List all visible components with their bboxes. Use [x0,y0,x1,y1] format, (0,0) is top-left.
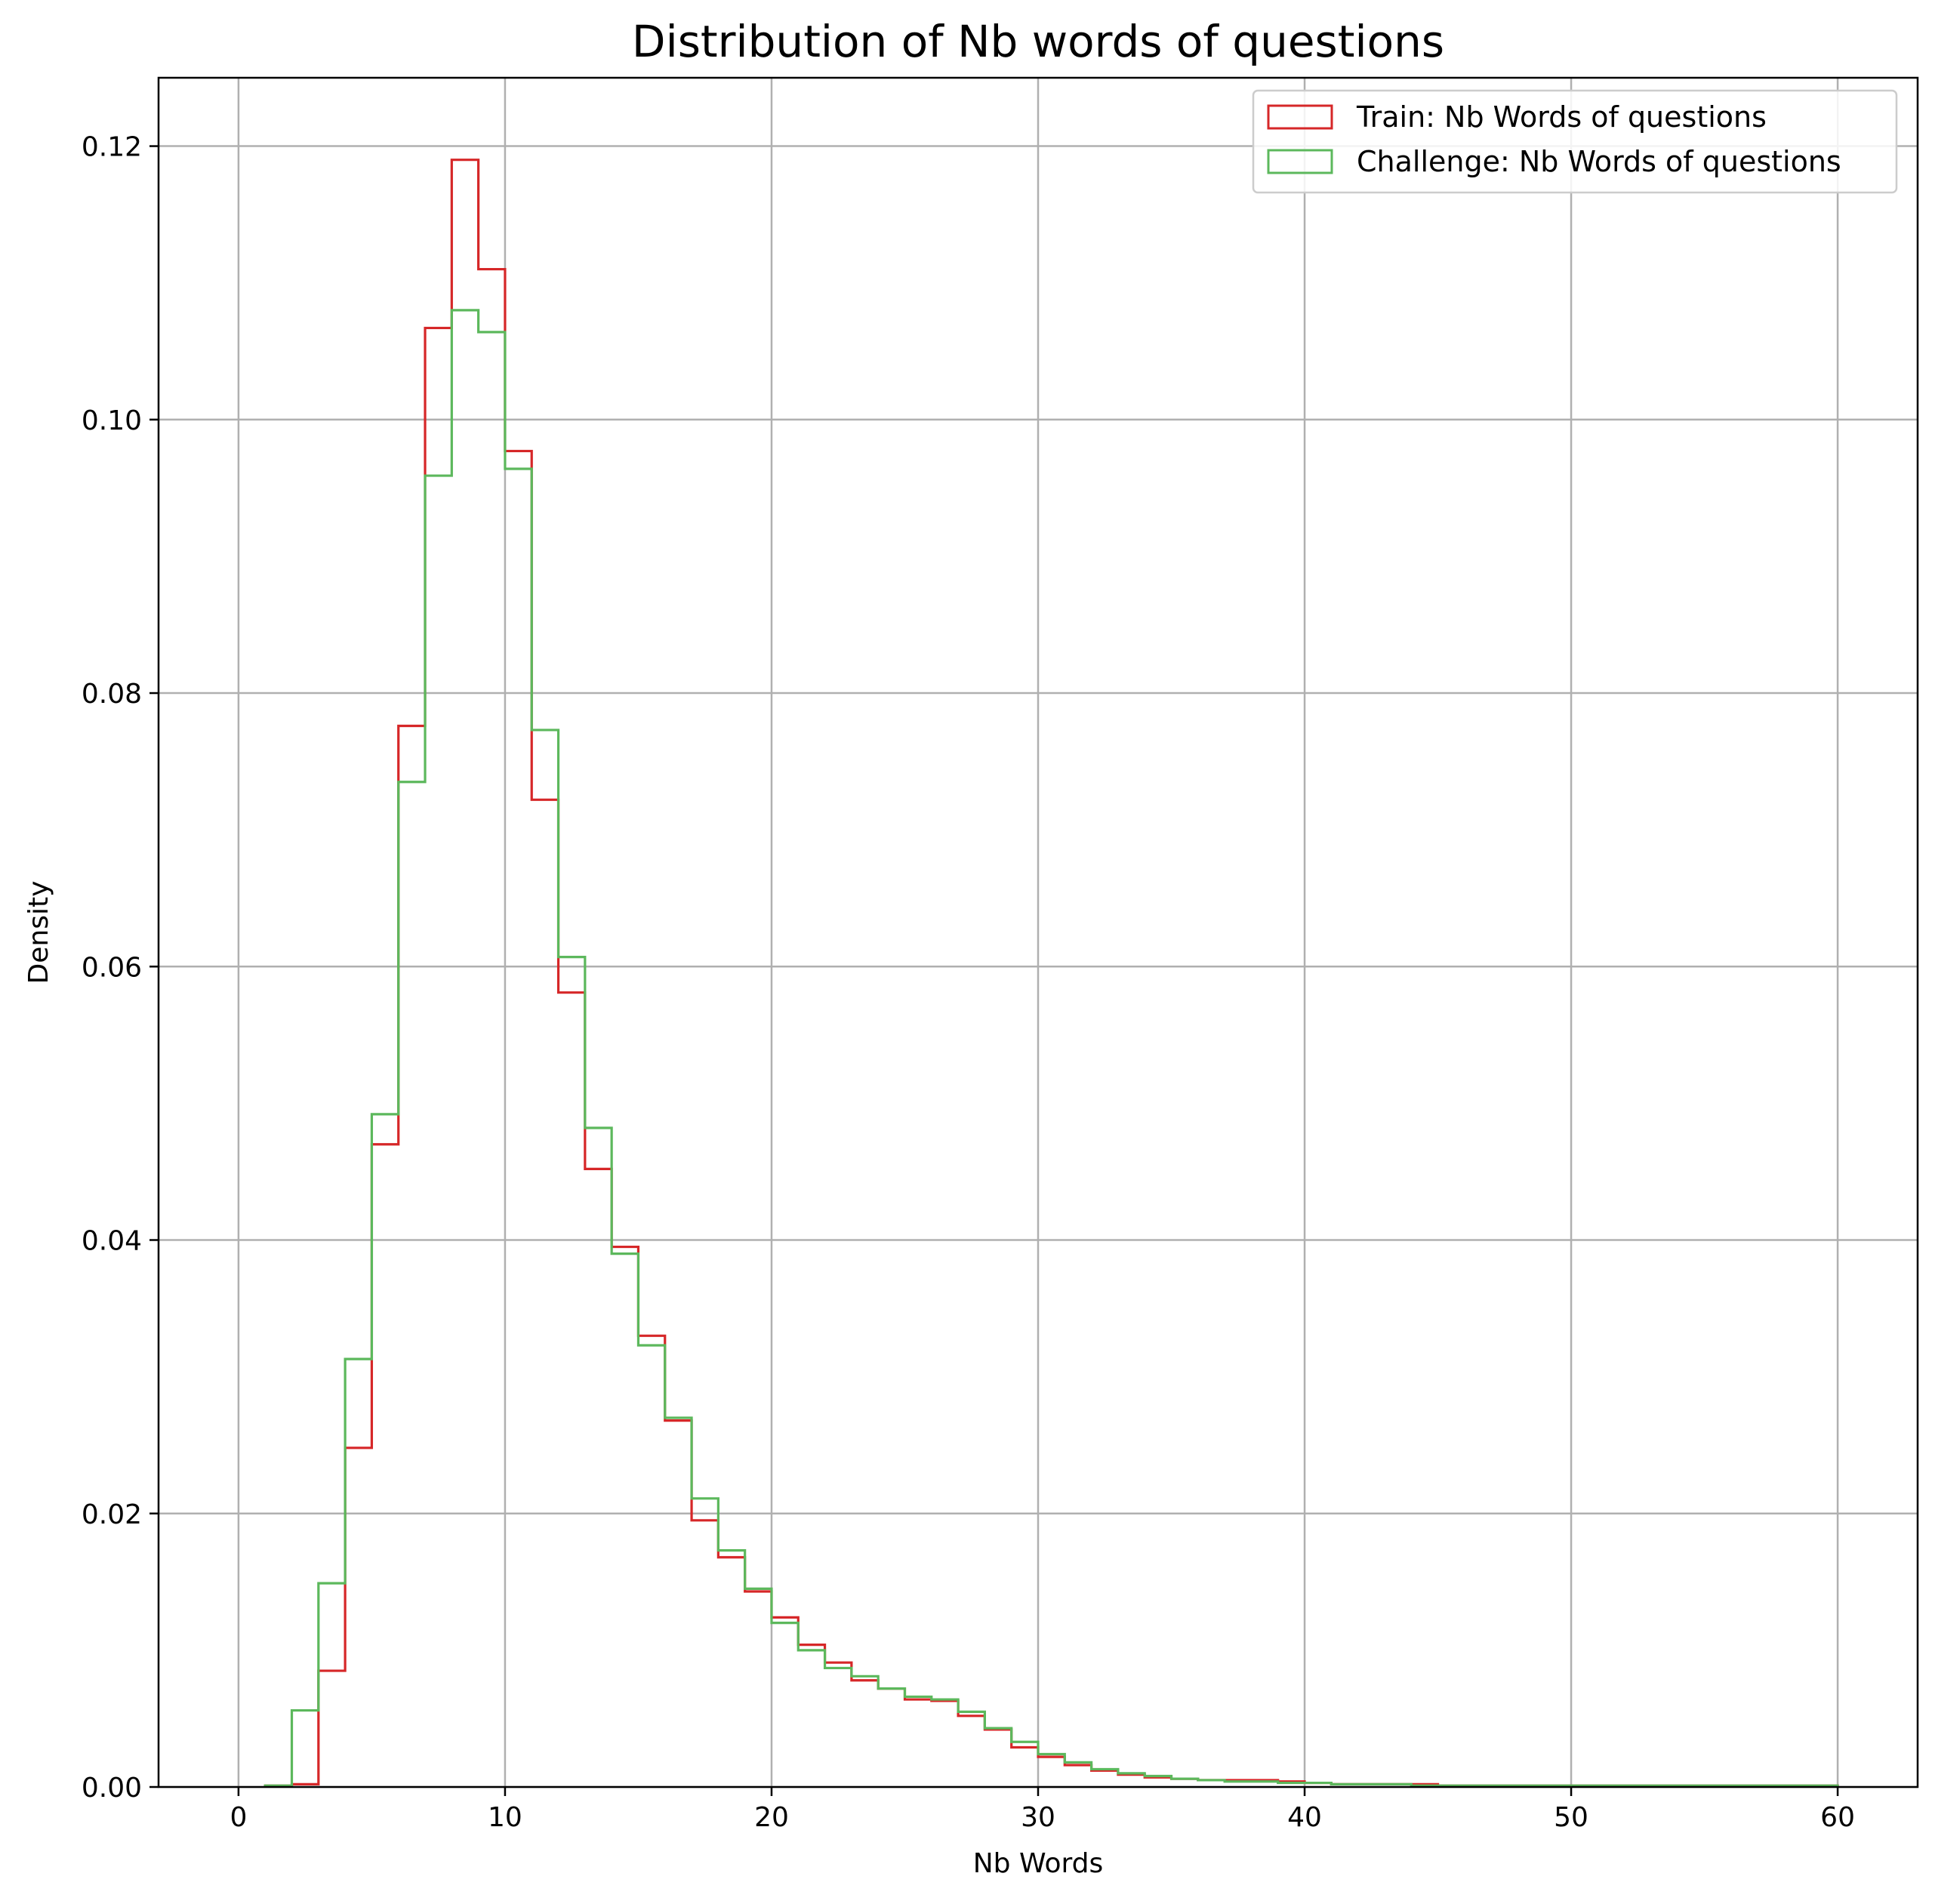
y-tick-label: 0.06 [82,952,142,983]
y-tick-label: 0.10 [82,405,142,436]
legend-box [1252,89,1898,194]
x-tick-label: 10 [488,1802,522,1833]
grid-lines [159,78,1918,1788]
y-tick-label: 0.08 [82,679,142,710]
y-tick-label: 0.00 [82,1773,142,1804]
y-tick-label: 0.04 [82,1226,142,1257]
legend: Train: Nb Words of questions Challenge: … [1252,89,1898,194]
x-tick-label: 50 [1554,1802,1588,1833]
chart-title: Distribution of Nb words of questions [632,16,1444,67]
y-tick-label: 0.02 [82,1499,142,1530]
x-tick-label: 30 [1021,1802,1055,1833]
legend-label-train: Train: Nb Words of questions [1356,100,1767,134]
x-tick-label: 60 [1820,1802,1855,1833]
y-tick-label: 0.12 [82,132,142,163]
histogram-series [263,159,1839,1787]
x-axis-label: Nb Words [973,1848,1104,1879]
train-histogram-step [263,159,1839,1787]
x-tick-label: 0 [230,1802,247,1833]
x-tick-label: 40 [1287,1802,1322,1833]
x-tick-label: 20 [754,1802,789,1833]
legend-swatch-challenge [1267,149,1333,174]
y-axis-ticks: 0.00 0.02 0.04 0.06 0.08 0.10 0.12 [82,132,159,1804]
x-axis-ticks: 0 10 20 30 40 50 60 [230,1787,1855,1833]
legend-swatch-train [1267,104,1333,130]
challenge-histogram-step [263,309,1839,1787]
y-axis-label: Density [23,881,54,984]
legend-label-challenge: Challenge: Nb Words of questions [1357,145,1841,178]
